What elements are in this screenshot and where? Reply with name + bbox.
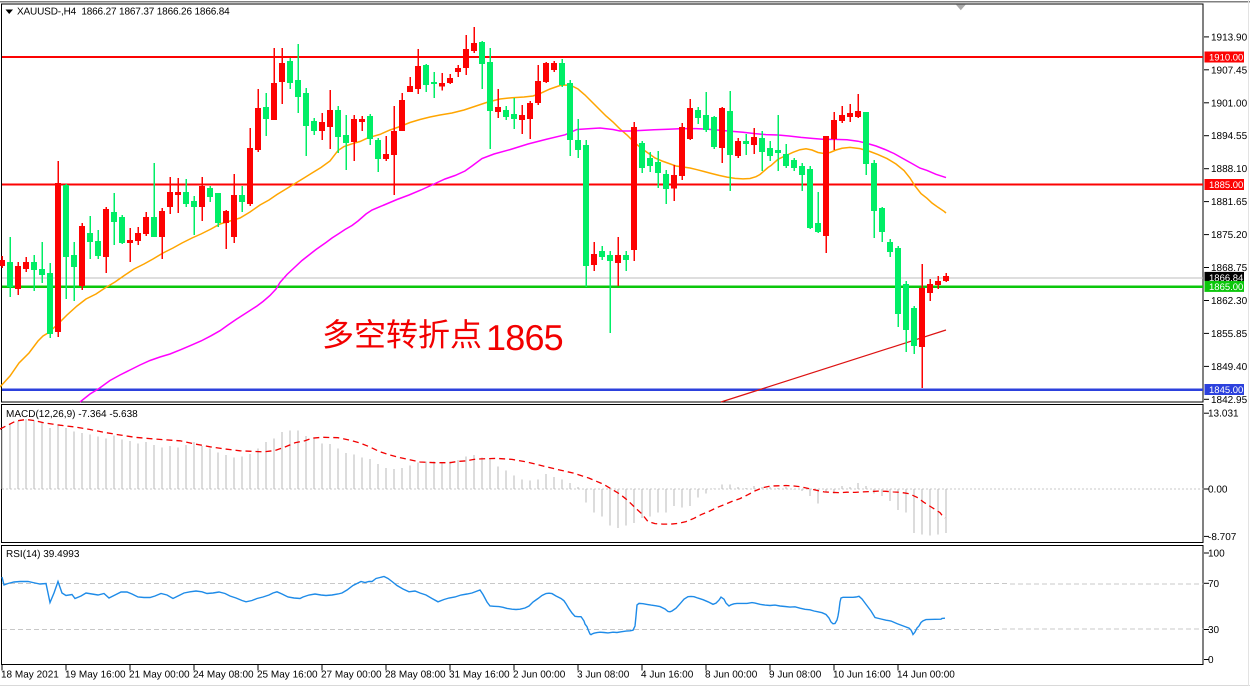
svg-text:1907.45: 1907.45 — [1211, 65, 1248, 76]
svg-text:25 May 16:00: 25 May 16:00 — [257, 670, 318, 681]
svg-text:1888.10: 1888.10 — [1211, 164, 1248, 175]
svg-text:1910.00: 1910.00 — [1209, 53, 1243, 64]
svg-text:1845.00: 1845.00 — [1209, 385, 1243, 396]
svg-text:0.00: 0.00 — [1208, 485, 1228, 496]
svg-text:MACD(12,26,9) -7.364 -5.638: MACD(12,26,9) -7.364 -5.638 — [6, 409, 138, 420]
svg-text:1913.90: 1913.90 — [1211, 32, 1248, 43]
svg-text:-8.707: -8.707 — [1208, 532, 1237, 543]
svg-text:XAUUSD-,H4 1866.27 1867.37 18: XAUUSD-,H4 1866.27 1867.37 1866.26 1866.… — [17, 7, 230, 18]
svg-text:1849.40: 1849.40 — [1211, 362, 1248, 373]
svg-text:100: 100 — [1208, 549, 1225, 560]
svg-text:1865: 1865 — [486, 317, 563, 358]
svg-text:1885.00: 1885.00 — [1209, 180, 1243, 191]
svg-text:4 Jun 16:00: 4 Jun 16:00 — [641, 670, 694, 681]
svg-text:1862.30: 1862.30 — [1211, 296, 1248, 307]
svg-text:70: 70 — [1208, 579, 1220, 590]
svg-text:8 Jun 00:00: 8 Jun 00:00 — [705, 670, 758, 681]
svg-text:3 Jun 08:00: 3 Jun 08:00 — [577, 670, 630, 681]
svg-text:1894.55: 1894.55 — [1211, 131, 1248, 142]
svg-text:1875.20: 1875.20 — [1211, 230, 1248, 241]
svg-text:1866.84: 1866.84 — [1209, 273, 1243, 284]
svg-text:1855.85: 1855.85 — [1211, 329, 1248, 340]
svg-text:2 Jun 00:00: 2 Jun 00:00 — [513, 670, 566, 681]
svg-text:1881.65: 1881.65 — [1211, 197, 1248, 208]
svg-text:14 Jun 00:00: 14 Jun 00:00 — [897, 670, 955, 681]
svg-text:13.031: 13.031 — [1208, 409, 1239, 420]
svg-text:9 Jun 08:00: 9 Jun 08:00 — [769, 670, 822, 681]
svg-text:1868.75: 1868.75 — [1211, 263, 1248, 274]
svg-text:0: 0 — [1208, 655, 1214, 666]
svg-text:24 May 08:00: 24 May 08:00 — [193, 670, 254, 681]
svg-text:1842.95: 1842.95 — [1211, 395, 1248, 406]
svg-text:21 May 00:00: 21 May 00:00 — [129, 670, 190, 681]
svg-text:1865.00: 1865.00 — [1209, 282, 1243, 293]
svg-text:10 Jun 16:00: 10 Jun 16:00 — [833, 670, 891, 681]
svg-text:1901.00: 1901.00 — [1211, 98, 1248, 109]
svg-text:28 May 08:00: 28 May 08:00 — [385, 670, 446, 681]
svg-text:19 May 16:00: 19 May 16:00 — [65, 670, 126, 681]
svg-text:RSI(14) 39.4993: RSI(14) 39.4993 — [6, 549, 80, 560]
svg-text:30: 30 — [1208, 625, 1220, 636]
svg-text:31 May 16:00: 31 May 16:00 — [449, 670, 510, 681]
svg-text:27 May 00:00: 27 May 00:00 — [321, 670, 382, 681]
svg-text:18 May 2021: 18 May 2021 — [1, 670, 59, 681]
